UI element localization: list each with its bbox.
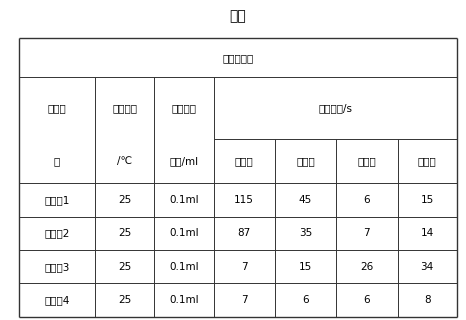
Text: 称: 称 (54, 156, 60, 166)
Text: 消泡剂添: 消泡剂添 (171, 103, 197, 113)
Text: 实施例3: 实施例3 (44, 262, 69, 272)
Text: 87: 87 (238, 228, 251, 238)
Text: 0.1ml: 0.1ml (169, 262, 199, 272)
Text: 表２: 表２ (229, 9, 246, 23)
Text: 实施例2: 实施例2 (44, 228, 69, 238)
Text: 15: 15 (420, 195, 434, 205)
Text: 15: 15 (299, 262, 312, 272)
Text: 34: 34 (420, 262, 434, 272)
Text: 25: 25 (118, 262, 131, 272)
Text: 7: 7 (363, 228, 370, 238)
Text: 第一次: 第一次 (235, 156, 254, 166)
Text: 6: 6 (363, 295, 370, 305)
Text: 0.1ml: 0.1ml (169, 295, 199, 305)
Text: 消泡时间/s: 消泡时间/s (318, 103, 352, 113)
Text: 加量/ml: 加量/ml (170, 156, 199, 166)
Text: 7: 7 (241, 295, 247, 305)
Text: 115: 115 (234, 195, 254, 205)
Text: 26: 26 (360, 262, 374, 272)
Text: 0.1ml: 0.1ml (169, 195, 199, 205)
Text: 消泡测试一: 消泡测试一 (222, 53, 254, 63)
Text: 第三次: 第三次 (357, 156, 376, 166)
Text: 7: 7 (241, 262, 247, 272)
Text: 25: 25 (118, 195, 131, 205)
Text: /℃: /℃ (117, 156, 132, 166)
Text: 8: 8 (424, 295, 431, 305)
Text: 25: 25 (118, 228, 131, 238)
Text: 实施例4: 实施例4 (44, 295, 69, 305)
Text: 35: 35 (299, 228, 312, 238)
Text: 45: 45 (299, 195, 312, 205)
Text: 样品名: 样品名 (48, 103, 66, 113)
Text: 25: 25 (118, 295, 131, 305)
Text: 第二次: 第二次 (296, 156, 315, 166)
Text: 测试温度: 测试温度 (112, 103, 137, 113)
Text: 第四次: 第四次 (418, 156, 437, 166)
Text: 6: 6 (363, 195, 370, 205)
Text: 14: 14 (420, 228, 434, 238)
Text: 6: 6 (302, 295, 309, 305)
Text: 实施例1: 实施例1 (44, 195, 69, 205)
Text: 0.1ml: 0.1ml (169, 228, 199, 238)
